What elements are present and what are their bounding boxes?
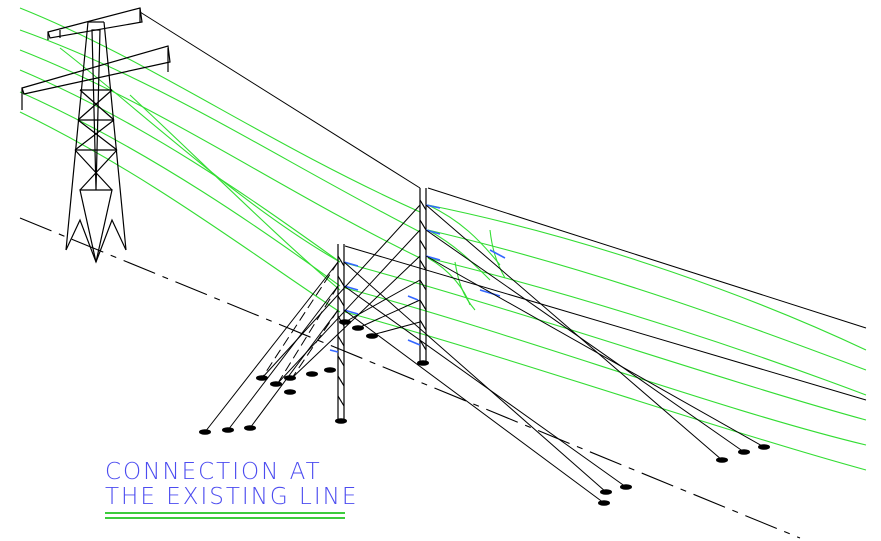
anchor-footings bbox=[199, 319, 770, 506]
existing-conductors bbox=[19, 7, 421, 313]
stay-wires-left bbox=[204, 204, 421, 433]
insulators bbox=[329, 204, 506, 353]
stay-wires-right bbox=[343, 204, 765, 504]
caption-line-2: THE EXISTING LINE bbox=[105, 484, 359, 510]
hidden-stay-wires bbox=[261, 261, 339, 384]
caption-line-1: CONNECTION AT bbox=[105, 459, 322, 485]
caption-underline-1 bbox=[105, 512, 345, 514]
new-line-conductors bbox=[344, 204, 867, 471]
existing-lattice-tower bbox=[21, 7, 171, 264]
earth-wires bbox=[139, 11, 867, 401]
drawing-caption: CONNECTION AT THE EXISTING LINE bbox=[105, 460, 358, 510]
ground-centerline bbox=[19, 217, 801, 539]
new-poles bbox=[337, 188, 427, 420]
caption-underline-2 bbox=[105, 517, 345, 519]
